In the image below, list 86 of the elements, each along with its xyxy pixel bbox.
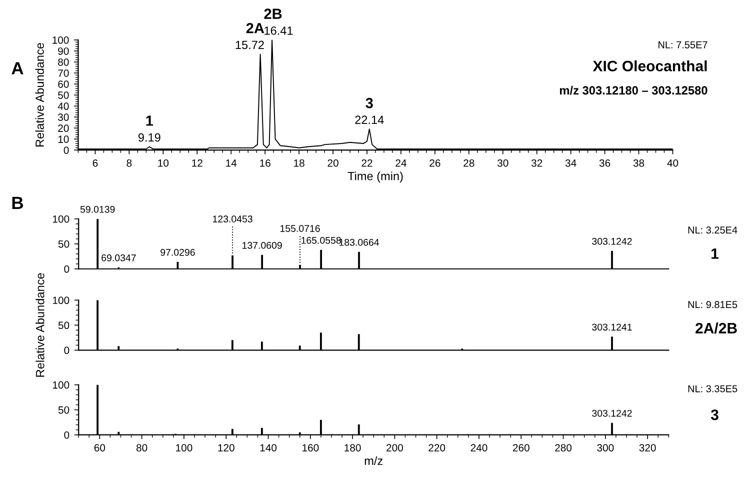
y-tick-label: 50	[58, 322, 70, 330]
y-tick-label: 20	[58, 124, 69, 132]
text: 59.0139	[80, 206, 115, 213]
annotation: 15.72	[236, 40, 264, 50]
annotation: 2B	[264, 8, 282, 19]
text: 303.1242	[592, 410, 632, 417]
x-tick-label: 14	[226, 159, 237, 167]
x-tick-label: 260	[512, 444, 530, 452]
y-tick-label: 0	[64, 265, 70, 273]
x-tick-label: 12	[192, 159, 202, 167]
x-tick-label: 160	[302, 444, 319, 452]
x-tick-label: 300	[597, 444, 614, 452]
text: 183.0664	[339, 238, 379, 246]
y-tick-label: 50	[58, 406, 70, 414]
x-tick-label: 22	[362, 159, 372, 167]
y-tick-label: 70	[58, 69, 69, 77]
text: 69.0347	[102, 254, 136, 262]
text: 3	[710, 409, 718, 420]
y-tick-label: 80	[58, 58, 69, 66]
annotation: 2A	[246, 22, 264, 34]
text: 123.0453	[212, 216, 252, 222]
x-tick-label: 180	[344, 444, 361, 452]
x-tick-label: 100	[176, 444, 192, 452]
x-tick-label: 60	[94, 444, 106, 452]
y-tick-label: 100	[52, 36, 69, 44]
annotation: 1	[146, 116, 154, 126]
y-tick-label: 10	[58, 136, 69, 143]
text: 155.0716	[280, 225, 320, 232]
x-tick-label: 280	[555, 444, 572, 452]
x-tick-label: 200	[386, 444, 403, 452]
text: NL: 3.25E4	[688, 226, 738, 234]
text: 1	[712, 248, 719, 259]
text: 165.0558	[302, 236, 341, 244]
y-axis-title: Relative Abundance	[35, 43, 44, 147]
text: A	[12, 62, 24, 74]
text: 303.1241	[592, 324, 632, 331]
annotation: m/z 303.12180 – 303.12580	[560, 86, 708, 95]
y-tick-label: 100	[52, 215, 70, 223]
x-tick-label: 140	[260, 444, 277, 452]
annotation: 9.19	[138, 133, 160, 142]
annotation: 22.14	[355, 116, 384, 124]
x-tick-label: 34	[565, 159, 576, 167]
y-tick-label: 100	[52, 296, 70, 304]
x-tick-label: 24	[396, 159, 406, 167]
y-tick-label: 0	[64, 431, 70, 439]
y-tick-label: 50	[58, 92, 69, 99]
text: NL: 9.81E5	[688, 301, 738, 308]
x-tick-label: 16	[260, 159, 270, 167]
text: 303.1242	[592, 238, 632, 245]
y-tick-label: 30	[58, 114, 69, 121]
x-tick-label: 80	[136, 444, 148, 452]
text: 97.0296	[160, 248, 195, 256]
x-tick-label: 26	[430, 159, 440, 167]
x-axis-title: m/z	[364, 456, 383, 466]
annotation: 3	[366, 98, 373, 108]
x-tick-label: 10	[158, 159, 169, 167]
y-tick-label: 0	[64, 146, 69, 154]
x-tick-label: 220	[428, 444, 446, 452]
x-tick-label: 8	[126, 159, 132, 167]
x-tick-label: 32	[531, 159, 542, 167]
x-tick-label: 38	[633, 159, 644, 167]
x-tick-label: 40	[667, 159, 678, 167]
y-tick-label: 50	[58, 240, 70, 248]
text: B	[12, 196, 24, 209]
text: 2A/2B	[696, 322, 737, 334]
y-tick-label: 0	[64, 346, 70, 354]
x-tick-label: 28	[464, 159, 474, 167]
y-tick-label: 60	[58, 80, 69, 88]
x-tick-label: 36	[599, 159, 610, 167]
x-tick-label: 20	[328, 159, 338, 167]
annotation: 16.41	[264, 26, 293, 35]
x-tick-label: 240	[470, 444, 488, 452]
annotation: XIC Oleocanthal	[592, 60, 707, 72]
text: NL: 3.35E5	[688, 385, 738, 392]
y-tick-label: 40	[58, 102, 69, 110]
y-tick-label: 100	[52, 381, 70, 389]
x-tick-label: 120	[218, 444, 234, 452]
x-tick-label: 30	[497, 159, 508, 167]
text: 137.0609	[242, 242, 282, 249]
x-tick-label: 18	[294, 159, 304, 167]
y-tick-label: 90	[58, 47, 69, 55]
x-axis-title: Time (min)	[348, 172, 403, 183]
annotation: NL: 7.55E7	[658, 41, 708, 48]
y-axis-title: Relative Abundance	[36, 273, 44, 377]
x-tick-label: 6	[92, 159, 98, 167]
x-tick-label: 320	[639, 444, 656, 452]
